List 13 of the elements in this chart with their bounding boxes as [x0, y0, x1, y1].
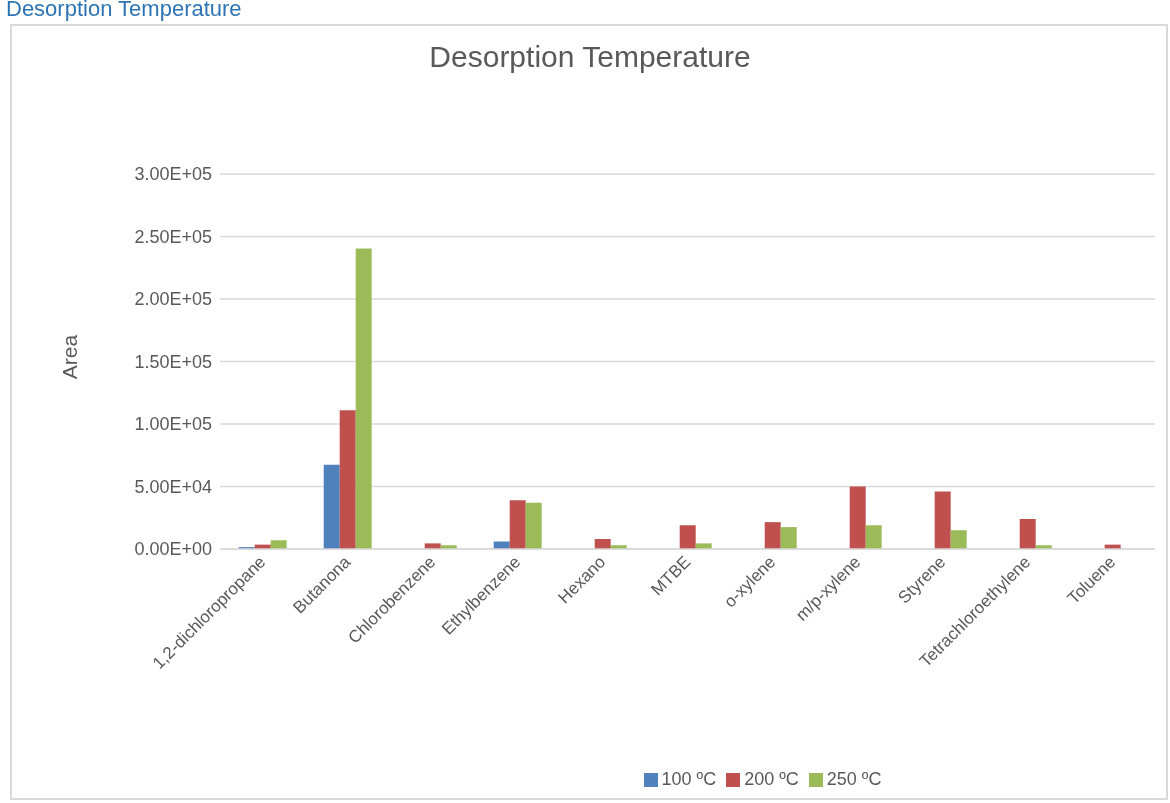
y-tick-label: 5.00E+04 — [134, 476, 212, 497]
text: Desorption Temperature — [6, 0, 242, 22]
y-tick-label: 1.00E+05 — [134, 414, 212, 435]
y-tick-label: 0.00E+00 — [134, 539, 212, 560]
y-tick-label: 2.50E+05 — [134, 226, 212, 247]
legend-label: 100 ºC — [661, 769, 717, 789]
y-axis-title: Area — [58, 333, 82, 382]
legend-label: 250 ºC — [826, 769, 882, 789]
legend-label: 200 ºC — [744, 769, 799, 789]
chart-title: Desorption Temperature — [428, 40, 752, 74]
y-tick-label: 3.00E+05 — [134, 164, 212, 185]
y-tick-label: 2.00E+05 — [134, 289, 212, 310]
y-tick-label: 1.50E+05 — [134, 351, 212, 372]
